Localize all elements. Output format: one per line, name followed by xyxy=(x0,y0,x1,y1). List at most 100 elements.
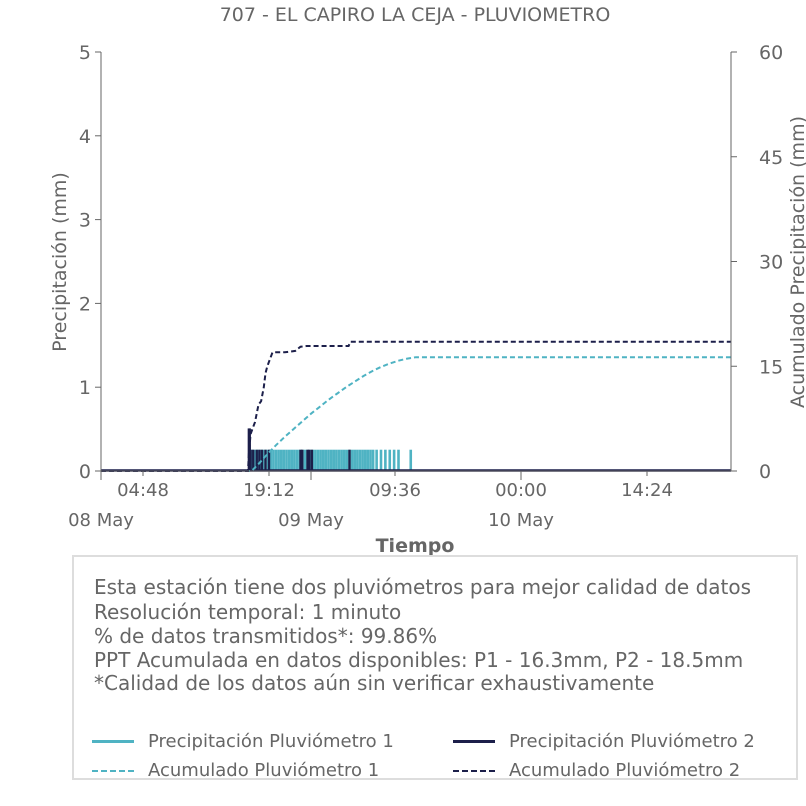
y-left-tick-label: 4 xyxy=(79,126,91,148)
x-time-tick-label: 00:00 xyxy=(495,480,547,501)
y-left-tick-label: 1 xyxy=(79,377,91,399)
y-axis-right-label: Acumulado Precipitación (mm) xyxy=(787,116,806,408)
p1-precip-bar xyxy=(358,449,362,471)
info-line-quality-note: *Calidad de los datos aún sin verificar … xyxy=(94,671,655,695)
p2-precip-bar xyxy=(264,449,267,471)
p2-precip-bar xyxy=(310,449,314,471)
legend-item-p2-precip: Precipitación Pluviómetro 2 xyxy=(453,731,755,752)
p1-precip-bar xyxy=(342,449,346,471)
p1-precip-bar xyxy=(371,449,375,471)
p1-precip-bar xyxy=(269,449,273,471)
p1-precip-bar xyxy=(369,449,372,471)
p1-precip-bar xyxy=(287,449,291,471)
y-right-tick-label: 15 xyxy=(759,356,783,378)
y-right-tick-label: 45 xyxy=(759,147,783,169)
legend-label-p1-precip: Precipitación Pluviómetro 1 xyxy=(148,731,394,752)
p1-precip-bar xyxy=(356,449,359,471)
p1-precip-bar xyxy=(397,449,400,471)
x-date-tick-label: 10 May xyxy=(488,510,554,531)
y-left-tick-label: 0 xyxy=(79,461,91,483)
chart-title: 707 - EL CAPIRO LA CEJA - PLUVIOMETRO xyxy=(220,4,611,26)
p1-precip-bar xyxy=(279,449,283,471)
x-date-tick-label: 09 May xyxy=(278,510,344,531)
x-time-tick-label: 19:12 xyxy=(243,480,295,501)
p2-precip-bar xyxy=(258,449,261,471)
legend-label-p2-precip: Precipitación Pluviómetro 2 xyxy=(509,731,755,752)
p1-precip-bar xyxy=(332,449,336,471)
p1-precip-bar xyxy=(290,449,294,471)
legend-swatch-p1-dashed xyxy=(92,769,134,772)
p1-precip-bar xyxy=(388,449,392,471)
x-date-tick-label: 08 May xyxy=(68,510,134,531)
p1-precip-bar xyxy=(327,449,330,471)
p1-precip-bar xyxy=(295,449,299,471)
x-axis-label: Tiempo xyxy=(376,535,455,557)
y-left-tick-label: 2 xyxy=(79,293,91,315)
p1-precip-bar xyxy=(319,449,322,471)
y-right-tick-label: 60 xyxy=(759,42,783,64)
p1-precip-bar xyxy=(329,449,333,471)
x-time-tick-label: 09:36 xyxy=(369,480,421,501)
p1-precip-bar xyxy=(253,449,257,471)
p1-precip-bar xyxy=(337,449,341,471)
y-right-tick-label: 30 xyxy=(759,252,783,274)
p1-precip-bar xyxy=(285,449,288,471)
p1-precip-bar xyxy=(324,449,328,471)
y-left-tick-label: 3 xyxy=(79,210,91,232)
p2-precip-bar xyxy=(252,449,255,471)
p1-precip-bar xyxy=(335,449,338,471)
p1-precip-bar xyxy=(293,449,296,471)
p1-precip-bar xyxy=(350,449,354,471)
p1-precip-bar xyxy=(282,449,286,471)
p2-accumulated-line xyxy=(101,340,731,472)
info-box: Esta estación tiene dos pluviómetros par… xyxy=(72,555,798,781)
p1-accumulated-line xyxy=(101,356,731,472)
p2-precip-bar xyxy=(255,449,258,471)
y-left-tick-label: 5 xyxy=(79,42,91,64)
y-right-tick-label: 0 xyxy=(759,461,771,483)
p2-precip-bar xyxy=(267,449,271,471)
accumulated-lines-layer xyxy=(101,340,731,472)
p1-precip-bar xyxy=(409,449,413,471)
p2-precip-bar xyxy=(299,449,302,471)
y-axis-left-label: Precipitación (mm) xyxy=(49,172,71,352)
info-line-resolution: Resolución temporal: 1 minuto xyxy=(94,600,402,624)
legend-item-p2-acc: Acumulado Pluviómetro 2 xyxy=(453,760,740,781)
p1-precip-bar xyxy=(384,449,387,471)
p1-precip-bar xyxy=(361,449,364,471)
legend-item-p1-acc: Acumulado Pluviómetro 1 xyxy=(92,760,379,781)
info-line-two-gauges: Esta estación tiene dos pluviómetros par… xyxy=(94,575,752,599)
p1-precip-bar xyxy=(314,449,317,471)
p2-precip-bar xyxy=(249,449,252,471)
bar-layer xyxy=(101,428,731,472)
p1-precip-bar xyxy=(303,449,307,471)
legend-label-p1-acc: Acumulado Pluviómetro 1 xyxy=(148,760,380,781)
p2-precip-bar xyxy=(308,449,311,471)
p1-precip-bar xyxy=(272,449,275,471)
x-time-tick-label: 04:48 xyxy=(117,480,169,501)
p1-precip-bar xyxy=(345,449,349,471)
p2-precip-bar xyxy=(301,449,304,471)
p1-precip-bar xyxy=(353,449,357,471)
p1-precip-bar xyxy=(366,449,370,471)
legend-swatch-p2-solid xyxy=(453,740,495,743)
p1-precip-bar xyxy=(363,449,367,471)
p2-precip-bar xyxy=(306,449,309,471)
legend-item-p1-precip: Precipitación Pluviómetro 1 xyxy=(92,731,394,752)
legend-label-p2-acc: Acumulado Pluviómetro 2 xyxy=(509,760,741,781)
legend-swatch-p1-solid xyxy=(92,740,134,743)
x-time-tick-label: 14:24 xyxy=(621,480,673,501)
info-line-transmitted: % de datos transmitidos*: 99.86% xyxy=(94,624,438,648)
info-line-accumulated: PPT Acumulada en datos disponibles: P1 -… xyxy=(94,648,744,672)
p1-precip-bar xyxy=(316,449,320,471)
p1-precip-bar xyxy=(392,449,396,471)
p1-precip-bar xyxy=(274,449,278,471)
p1-precip-bar xyxy=(375,449,378,471)
p1-precip-bar xyxy=(379,449,383,471)
p2-precip-bar xyxy=(260,449,264,471)
p1-precip-bar xyxy=(321,449,325,471)
legend-swatch-p2-dashed xyxy=(453,769,495,772)
p1-precip-bar xyxy=(340,449,343,471)
